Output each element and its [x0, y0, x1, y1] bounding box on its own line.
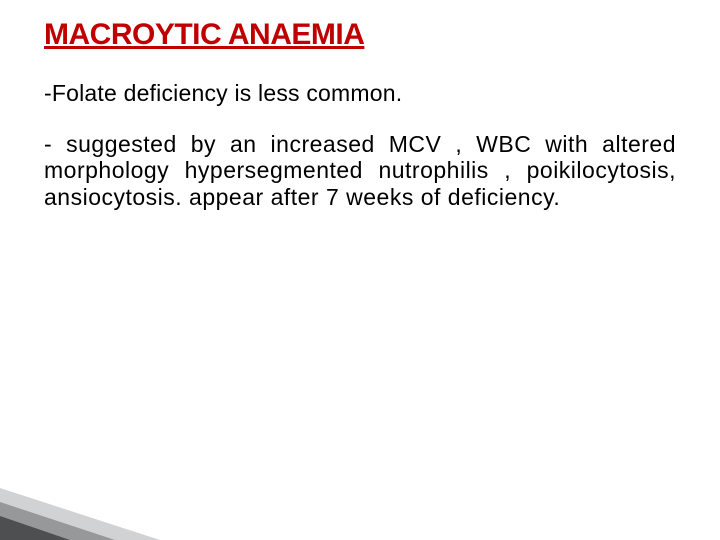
slide-title: MACROYTIC ANAEMIA: [44, 18, 676, 52]
point-suggested-by: - suggested by an increased MCV , WBC wi…: [44, 131, 676, 210]
decor-triangle-dark: [0, 516, 70, 540]
point-folate-deficiency: -Folate deficiency is less common.: [44, 80, 676, 107]
slide-container: MACROYTIC ANAEMIA -Folate deficiency is …: [0, 0, 720, 540]
